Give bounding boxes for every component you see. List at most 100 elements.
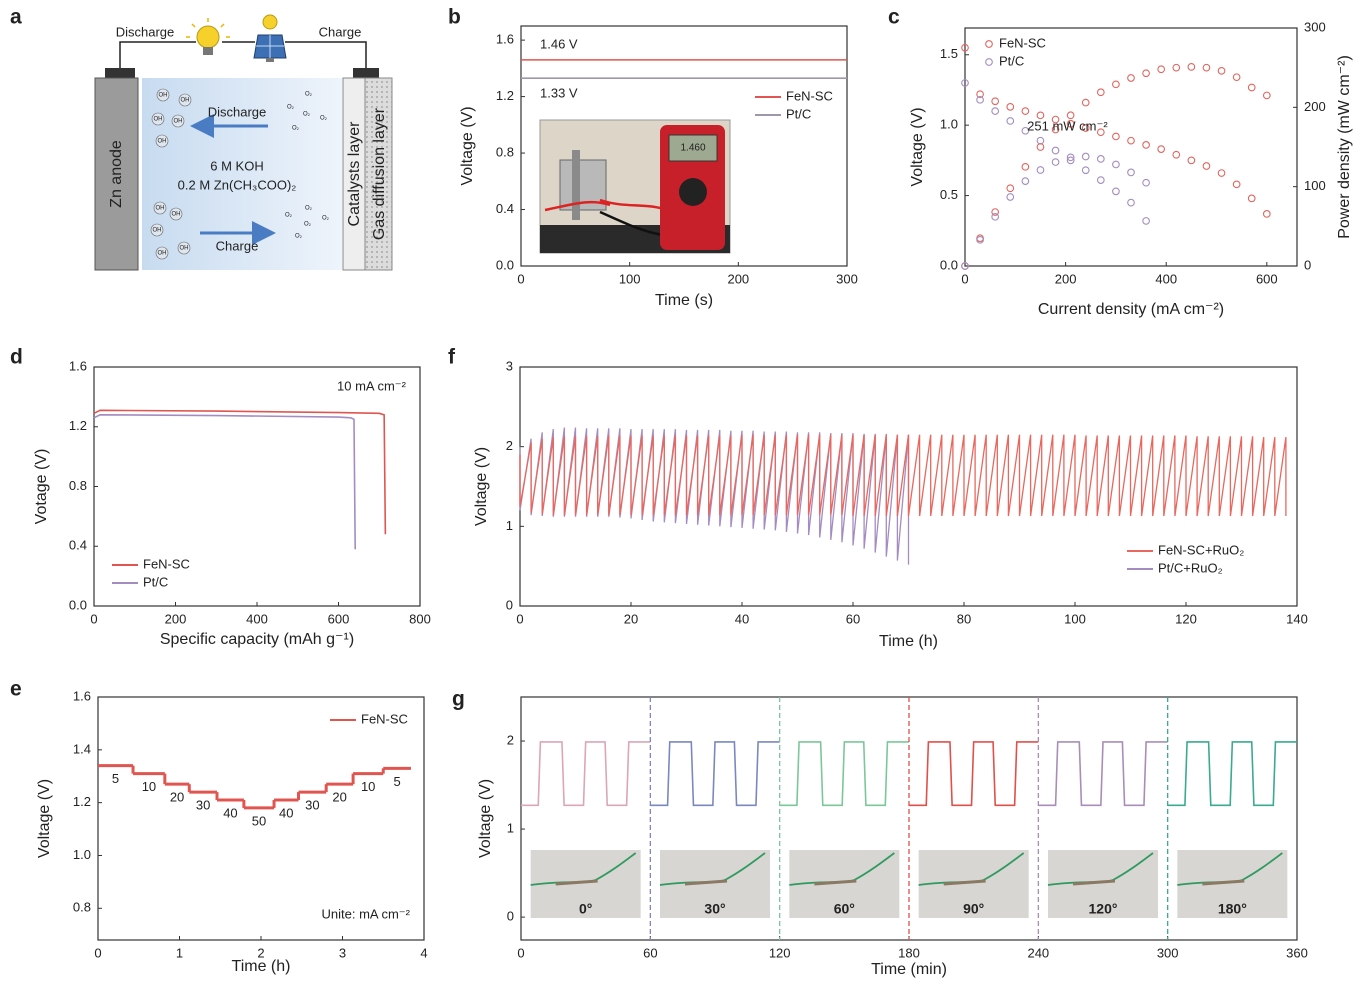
y-axis-label: Voltage (V) <box>477 779 494 858</box>
data-point <box>976 235 984 244</box>
data-point <box>1006 193 1015 201</box>
data-point <box>1036 143 1045 151</box>
chart-panel: d 0 200 400 600 800 0.0 0.4 0.8 1.2 1.6 Specific ca… <box>10 346 431 649</box>
ion-label: OH <box>181 98 190 104</box>
data-point <box>1021 177 1030 185</box>
x-tick-label: 600 <box>328 611 350 626</box>
x-axis-label: Time (min) <box>871 961 947 978</box>
data-point <box>976 90 984 99</box>
y-tick-label: 1.2 <box>73 794 91 809</box>
data-point <box>1096 155 1105 163</box>
y-tick-label: 0.5 <box>940 187 958 202</box>
data-point <box>1066 119 1075 128</box>
data-point <box>961 79 969 87</box>
x-tick-label: 100 <box>619 271 641 286</box>
gas-label: O₂ <box>287 105 295 111</box>
x-tick-label: 0 <box>516 611 523 626</box>
x-tick-label: 0 <box>961 271 968 286</box>
catalyst-label: Catalysts layer <box>346 121 363 227</box>
step-label: 30 <box>196 798 210 813</box>
y2-axis-label: Power density (mW cm⁻²) <box>1336 55 1353 239</box>
zn-anode <box>94 77 139 271</box>
y-tick-label: 3 <box>506 358 513 373</box>
data-point <box>1232 180 1241 189</box>
data-point <box>1066 111 1075 120</box>
y-tick-label: 0.0 <box>69 597 87 612</box>
terminal <box>105 68 135 78</box>
photo-device <box>555 879 598 886</box>
y2-tick-label: 100 <box>1304 178 1326 193</box>
ion-bubbles <box>150 88 192 260</box>
x-tick-label: 600 <box>1256 271 1278 286</box>
chart-panel: c 0 200 400 600 0.0 0.5 1.0 1.5 0 100 200 300 Current… <box>888 6 1353 319</box>
step-label: 10 <box>361 779 375 794</box>
y-axis-label: Voltage (V) <box>909 107 926 186</box>
data-point <box>976 95 984 104</box>
data-point <box>1232 73 1241 82</box>
bend-photo <box>660 850 770 918</box>
legend-label: FeN-SC <box>143 556 190 571</box>
x-tick-label: 240 <box>1027 945 1049 960</box>
legend-label: Pt/C+RuO₂ <box>1158 560 1223 575</box>
x-axis-label: Current density (mA cm⁻²) <box>1038 301 1224 318</box>
chart-panel: g 0 60 120 180 240 300 360 0 1 2 Time (min) Voltage … <box>452 688 1308 979</box>
y-tick-label: 2 <box>507 732 514 747</box>
y-tick-label: 0.0 <box>940 257 958 272</box>
panel-label: d <box>10 346 23 369</box>
bend-photo <box>1177 850 1288 918</box>
data-point <box>1202 63 1211 72</box>
data-point <box>1127 168 1135 177</box>
data-point <box>1021 107 1030 115</box>
photo-device <box>1202 879 1245 886</box>
y-axis-label: Voltage (V) <box>459 106 476 185</box>
photo-caption: 120° <box>1089 901 1118 917</box>
chart-panel: e 0 1 2 3 4 0.8 1.0 1.2 1.4 1.6 Time (h) Voltage (V)… <box>10 678 428 976</box>
gas-label: O₂ <box>303 112 311 118</box>
x-axis-label: Time (h) <box>232 958 291 975</box>
x-tick-label: 3 <box>339 945 346 960</box>
data-point <box>991 212 1000 221</box>
data-point <box>1217 66 1226 75</box>
step-label: 40 <box>223 805 237 820</box>
data-point <box>1051 115 1060 124</box>
panel-label: b <box>448 6 461 29</box>
photo-device <box>814 879 857 886</box>
y-tick-label: 0.4 <box>496 201 514 216</box>
x-tick-label: 300 <box>836 271 858 286</box>
discharge-arrow-label: Discharge <box>208 104 267 119</box>
ion-label: OH <box>154 117 163 123</box>
photo-caption: 60° <box>834 901 855 917</box>
x-tick-label: 0 <box>517 271 524 286</box>
data-point <box>991 208 1000 216</box>
x-tick-label: 140 <box>1286 611 1308 626</box>
photo-device <box>1072 879 1116 886</box>
data-point <box>1247 194 1256 203</box>
data-point <box>1172 63 1181 72</box>
legend-label: FeN-SC <box>786 88 833 103</box>
x-tick-label: 400 <box>246 611 268 626</box>
bend-photo <box>789 850 900 918</box>
data-point <box>1112 80 1120 89</box>
value-label: 1.46 V <box>540 36 578 51</box>
line-series <box>93 409 387 535</box>
data-point <box>1006 184 1015 193</box>
line-series <box>650 741 780 807</box>
y-tick-label: 1.6 <box>496 32 514 47</box>
photo-device <box>684 879 728 886</box>
x-axis-label: Time (s) <box>655 292 713 309</box>
gas-label: O₂ <box>320 116 328 122</box>
panel-label: e <box>10 678 22 701</box>
gas-label: O₂ <box>292 126 300 132</box>
data-point <box>1142 69 1150 78</box>
gas-layer-label: Gas diffusion layer <box>371 107 388 240</box>
data-point <box>1096 128 1105 137</box>
y-tick-label: 1.6 <box>69 358 87 373</box>
data-point <box>1066 153 1075 162</box>
gas-diffusion-layer <box>364 77 393 271</box>
data-point <box>1172 150 1181 159</box>
panel-label: f <box>448 346 456 369</box>
data-point <box>1051 125 1060 134</box>
bend-photo <box>530 850 641 918</box>
photo-device <box>943 879 986 886</box>
y-axis-label: Votage (V) <box>33 449 50 525</box>
